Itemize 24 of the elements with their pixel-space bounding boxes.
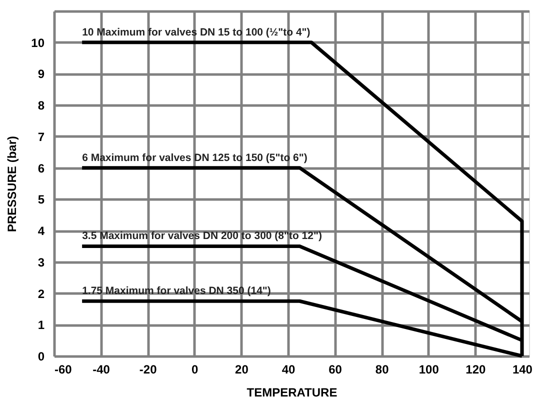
x-tick-label: 0 [192, 362, 199, 376]
x-tick-label: -40 [92, 362, 110, 376]
y-tick-label: 3 [38, 255, 45, 270]
y-tick-label: 10 [31, 36, 45, 50]
y-tick-label: 2 [38, 286, 45, 301]
x-axis-title: TEMPERATURE [246, 386, 338, 400]
x-tick-label: -20 [139, 362, 158, 376]
x-tick-label: 120 [466, 362, 486, 376]
x-tick-label: 80 [375, 362, 390, 376]
x-tick-label: -60 [54, 362, 72, 376]
y-tick-label: 4 [38, 224, 45, 238]
y-tick-label: 6 [38, 161, 45, 176]
x-tick-label: 40 [282, 362, 296, 376]
y-tick-label: 5 [38, 192, 45, 207]
x-tick-label: 20 [235, 362, 249, 376]
y-tick-label: 1 [38, 318, 45, 332]
y-tick-label: 7 [38, 130, 45, 144]
x-tick-label: 100 [418, 362, 440, 376]
y-tick-label: 8 [38, 98, 45, 113]
x-tick-label: 60 [328, 362, 342, 376]
y-tick-label: 0 [38, 350, 45, 364]
y-axis-title: PRESSURE (bar) [5, 136, 20, 232]
y-tick-label: 9 [38, 67, 45, 82]
x-tick-label: 140 [512, 362, 533, 376]
